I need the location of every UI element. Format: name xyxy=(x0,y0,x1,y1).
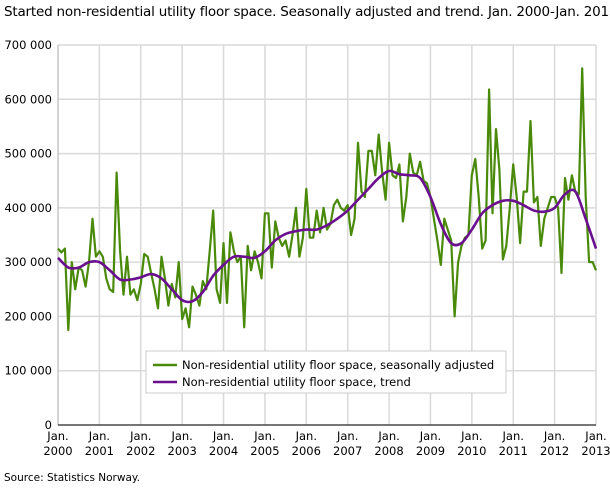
x-tick-label: Jan. xyxy=(377,429,399,443)
x-tick-label: 2008 xyxy=(374,444,403,458)
y-tick-label: 600 000 xyxy=(4,92,52,106)
y-tick-label: 400 000 xyxy=(4,201,52,215)
y-tick-label: 300 000 xyxy=(4,255,52,269)
x-tick-label: Jan. xyxy=(419,429,441,443)
x-tick-label: 2013 xyxy=(581,444,610,458)
x-tick-label: Jan. xyxy=(502,429,524,443)
series-line-trend xyxy=(57,169,598,304)
x-tick-label: 2006 xyxy=(292,444,321,458)
legend-label: Non-residential utility floor space, sea… xyxy=(182,358,494,372)
x-tick-label: 2000 xyxy=(43,444,72,458)
x-tick-label: Jan. xyxy=(170,429,192,443)
x-tick-label: Jan. xyxy=(543,429,565,443)
x-tick-label: 2001 xyxy=(85,444,114,458)
x-tick-label: Jan. xyxy=(253,429,275,443)
chart-title: Started non-residential utility floor sp… xyxy=(4,4,610,20)
y-tick-label: 200 000 xyxy=(4,309,52,323)
series-line-seasonally-adjusted xyxy=(57,67,598,332)
x-tick-label: 2007 xyxy=(333,444,362,458)
legend-box xyxy=(145,350,507,394)
source-note: Source: Statistics Norway. xyxy=(4,472,140,484)
x-tick-label: Jan. xyxy=(460,429,482,443)
legend-label: Non-residential utility floor space, tre… xyxy=(182,375,411,389)
x-tick-label: 2010 xyxy=(457,444,486,458)
x-tick-label: Jan. xyxy=(212,429,234,443)
x-tick-label: 2012 xyxy=(540,444,569,458)
x-tick-label: 2005 xyxy=(250,444,279,458)
x-tick-label: 2002 xyxy=(126,444,155,458)
x-tick-label: 2011 xyxy=(499,444,528,458)
y-tick-label: 0 xyxy=(45,418,52,432)
x-tick-label: 2004 xyxy=(209,444,238,458)
x-tick-label: 2003 xyxy=(168,444,197,458)
x-tick-label: Jan. xyxy=(584,429,606,443)
y-tick-label: 700 000 xyxy=(4,38,52,52)
x-tick-label: Jan. xyxy=(295,429,317,443)
x-tick-label: Jan. xyxy=(88,429,110,443)
x-tick-label: 2009 xyxy=(416,444,445,458)
y-tick-label: 500 000 xyxy=(4,147,52,161)
x-tick-label: Jan. xyxy=(46,429,68,443)
y-tick-label: 100 000 xyxy=(4,364,52,378)
x-tick-label: Jan. xyxy=(336,429,358,443)
x-tick-label: Jan. xyxy=(129,429,151,443)
